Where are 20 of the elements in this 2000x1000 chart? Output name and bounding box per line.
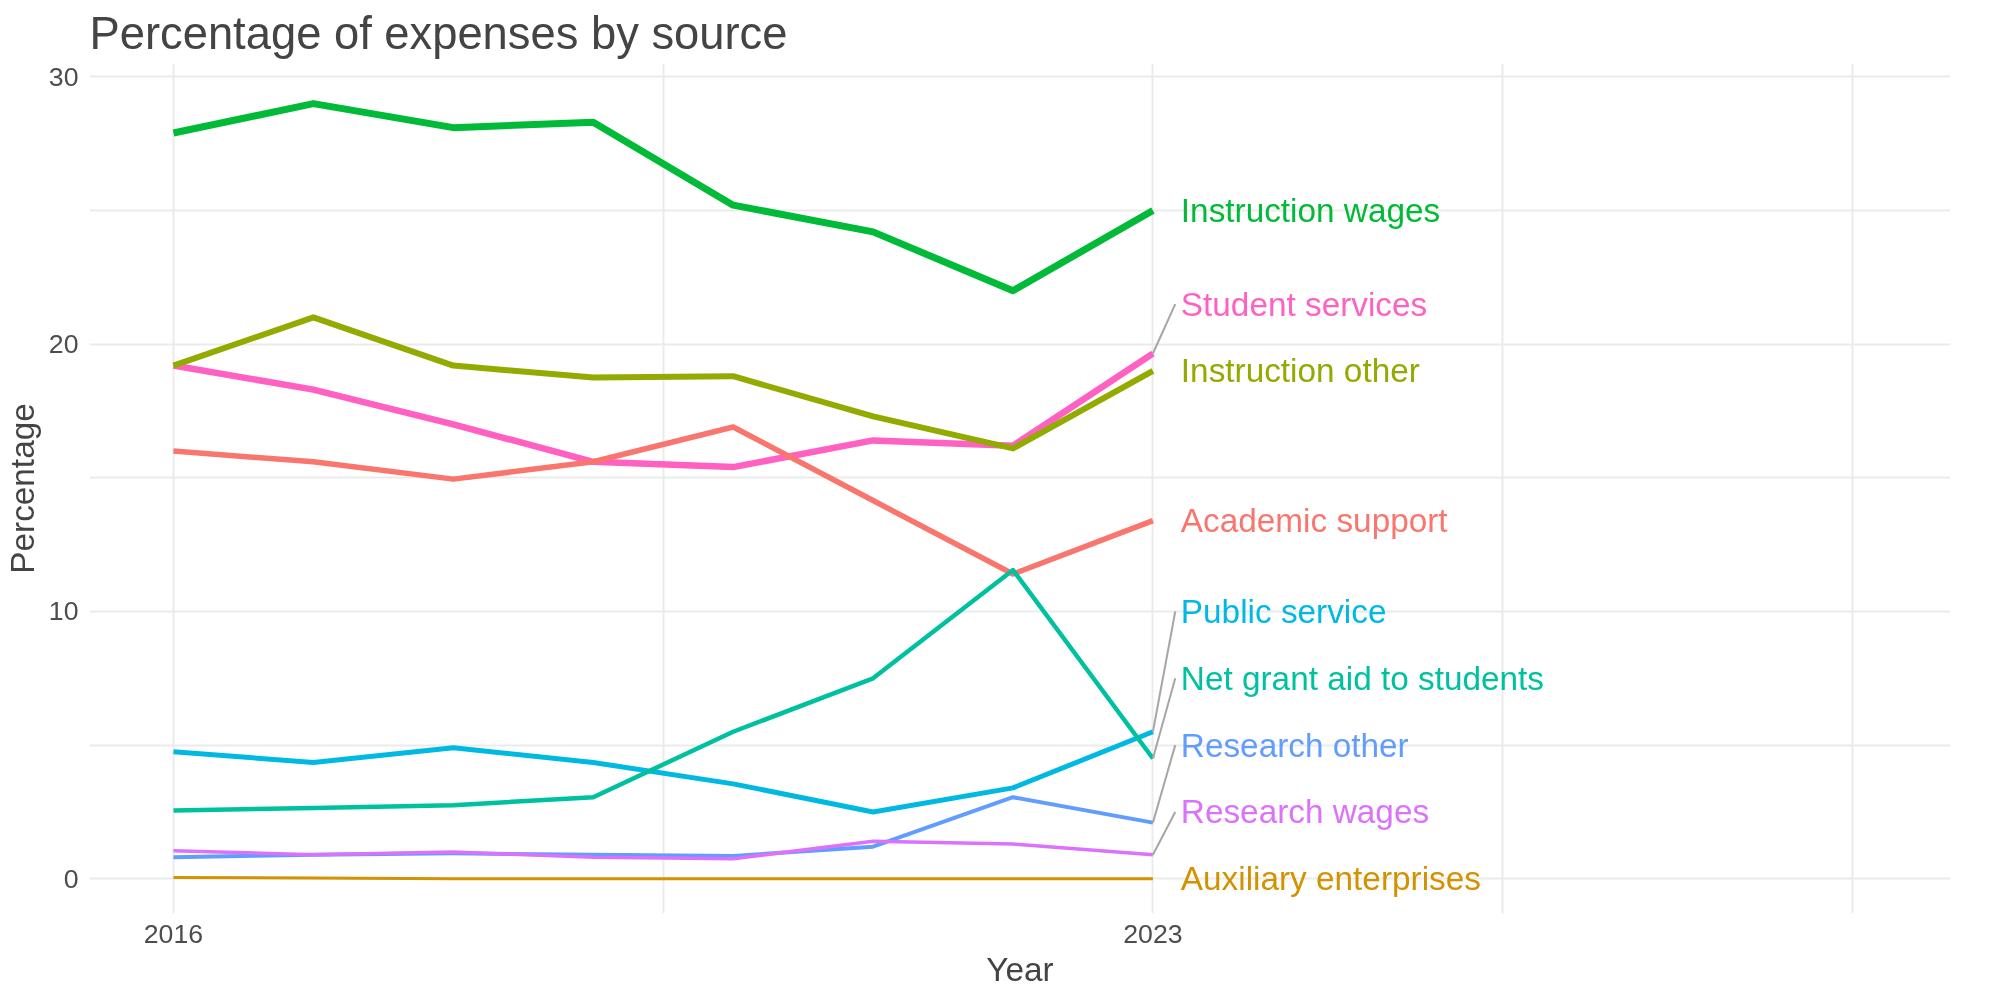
series-label: Student services [1180,285,1428,323]
series-label: Instruction wages [1180,192,1441,230]
series-label: Auxiliary enterprises [1180,860,1481,898]
x-axis-title: Year [986,950,1054,988]
series-label: Net grant aid to students [1180,659,1544,697]
x-tick-label: 2016 [143,918,204,949]
line-series [171,567,1156,813]
chart-title: Percentage of expenses by source [89,7,788,59]
series-label: Academic support [1180,502,1449,540]
text: Public service [1180,592,1387,630]
x-tick-label: 2023 [1123,918,1183,949]
series-label: Research other [1180,726,1409,764]
line-series [171,839,1155,861]
series-label: Instruction other [1180,352,1420,390]
y-tick-label: 20 [48,329,79,360]
y-tick-label: 30 [48,61,79,92]
y-tick-label: 10 [48,596,79,627]
y-tick-label: 0 [63,863,79,894]
y-axis-title: Percentage [3,403,41,574]
series-label: Research wages [1180,793,1430,831]
